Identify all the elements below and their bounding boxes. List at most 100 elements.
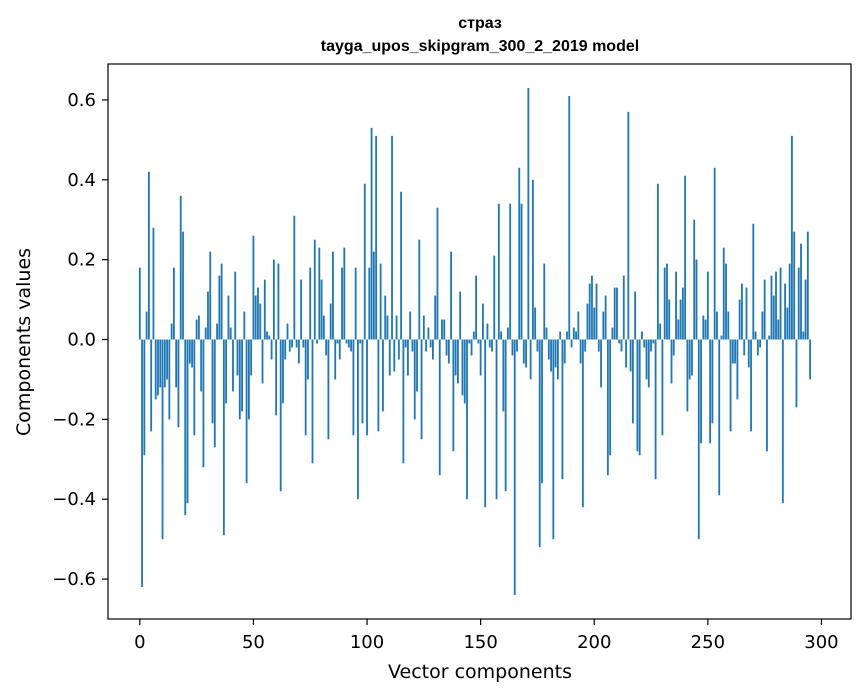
bar: [800, 243, 802, 340]
x-tick-label: 50: [242, 632, 265, 653]
bar: [352, 339, 355, 436]
bar: [550, 339, 552, 372]
bar: [177, 339, 180, 428]
bar: [386, 315, 389, 340]
bar: [370, 127, 373, 340]
bar: [359, 339, 362, 344]
bar: [400, 191, 403, 340]
x-tick-label: 0: [134, 632, 145, 653]
bar: [641, 331, 643, 340]
bar: [536, 339, 539, 352]
bar: [677, 319, 680, 340]
bar: [695, 259, 698, 340]
bar: [770, 275, 773, 340]
bar: [527, 87, 530, 340]
bar: [636, 339, 639, 452]
bar: [522, 339, 525, 364]
bar: [307, 339, 309, 380]
bar: [809, 339, 812, 380]
bar: [152, 227, 155, 340]
bar: [438, 339, 441, 476]
bar: [395, 315, 398, 340]
bar: [795, 339, 798, 408]
bar: [377, 339, 380, 432]
bar: [784, 283, 787, 340]
bar: [172, 267, 175, 340]
bar: [713, 167, 716, 340]
bar: [436, 207, 439, 340]
bar: [495, 339, 498, 500]
bar: [295, 339, 298, 348]
bar: [716, 311, 718, 340]
bar: [775, 271, 777, 340]
y-tick-label: 0.4: [67, 170, 96, 191]
bar: [397, 339, 400, 360]
bar: [584, 339, 587, 352]
bar: [236, 339, 239, 376]
bar: [722, 247, 725, 340]
bar: [786, 307, 789, 340]
bar: [509, 203, 512, 340]
bar: [661, 339, 664, 436]
x-axis: 0 50 100 150 200 250 300: [134, 619, 839, 653]
bar: [416, 339, 418, 392]
bar: [704, 319, 707, 340]
bar: [756, 339, 759, 356]
bar: [666, 263, 668, 340]
bar: [311, 339, 314, 464]
bar: [252, 235, 255, 340]
bar: [745, 287, 748, 340]
bar: [336, 339, 339, 344]
bar: [225, 339, 228, 404]
bar: [204, 327, 207, 340]
bar: [170, 323, 173, 340]
bar: [163, 339, 166, 388]
bar: [463, 339, 466, 404]
bar: [186, 339, 189, 504]
bar: [175, 339, 178, 388]
bar: [516, 339, 518, 352]
bar: [179, 195, 182, 340]
bar: [556, 339, 559, 380]
bar: [577, 311, 580, 340]
bar: [141, 339, 143, 588]
bar: [668, 299, 671, 340]
bar: [452, 339, 455, 452]
bar: [304, 339, 307, 436]
bar: [361, 339, 364, 424]
plot-area-frame: [107, 63, 852, 620]
bar: [500, 331, 502, 340]
bar: [647, 339, 650, 388]
bar: [643, 339, 646, 348]
bar: [541, 339, 543, 484]
bar: [534, 307, 537, 340]
bar: [804, 279, 807, 340]
bar: [470, 339, 473, 356]
bar: [363, 183, 366, 340]
bar: [375, 135, 378, 340]
y-axis: −0.6 −0.4 −0.2 0.0 0.2 0.4 0.6: [52, 90, 108, 590]
bar: [279, 339, 282, 492]
bar: [513, 339, 516, 596]
bar: [247, 339, 250, 420]
bar: [502, 339, 505, 412]
bar: [354, 267, 357, 340]
bar: [391, 135, 393, 340]
bar: [429, 339, 432, 348]
bar: [611, 327, 614, 340]
bar: [663, 267, 666, 340]
bar: [154, 339, 157, 400]
bar: [382, 339, 384, 412]
bar: [802, 331, 805, 340]
y-tick-label: −0.6: [52, 569, 96, 590]
x-tick-label: 250: [691, 632, 725, 653]
bar: [241, 339, 243, 412]
bar: [261, 339, 264, 384]
bar: [545, 327, 548, 340]
bar: [325, 339, 328, 356]
bar: [147, 171, 150, 340]
bar: [338, 339, 341, 360]
bar: [766, 339, 768, 452]
bar: [413, 339, 416, 420]
